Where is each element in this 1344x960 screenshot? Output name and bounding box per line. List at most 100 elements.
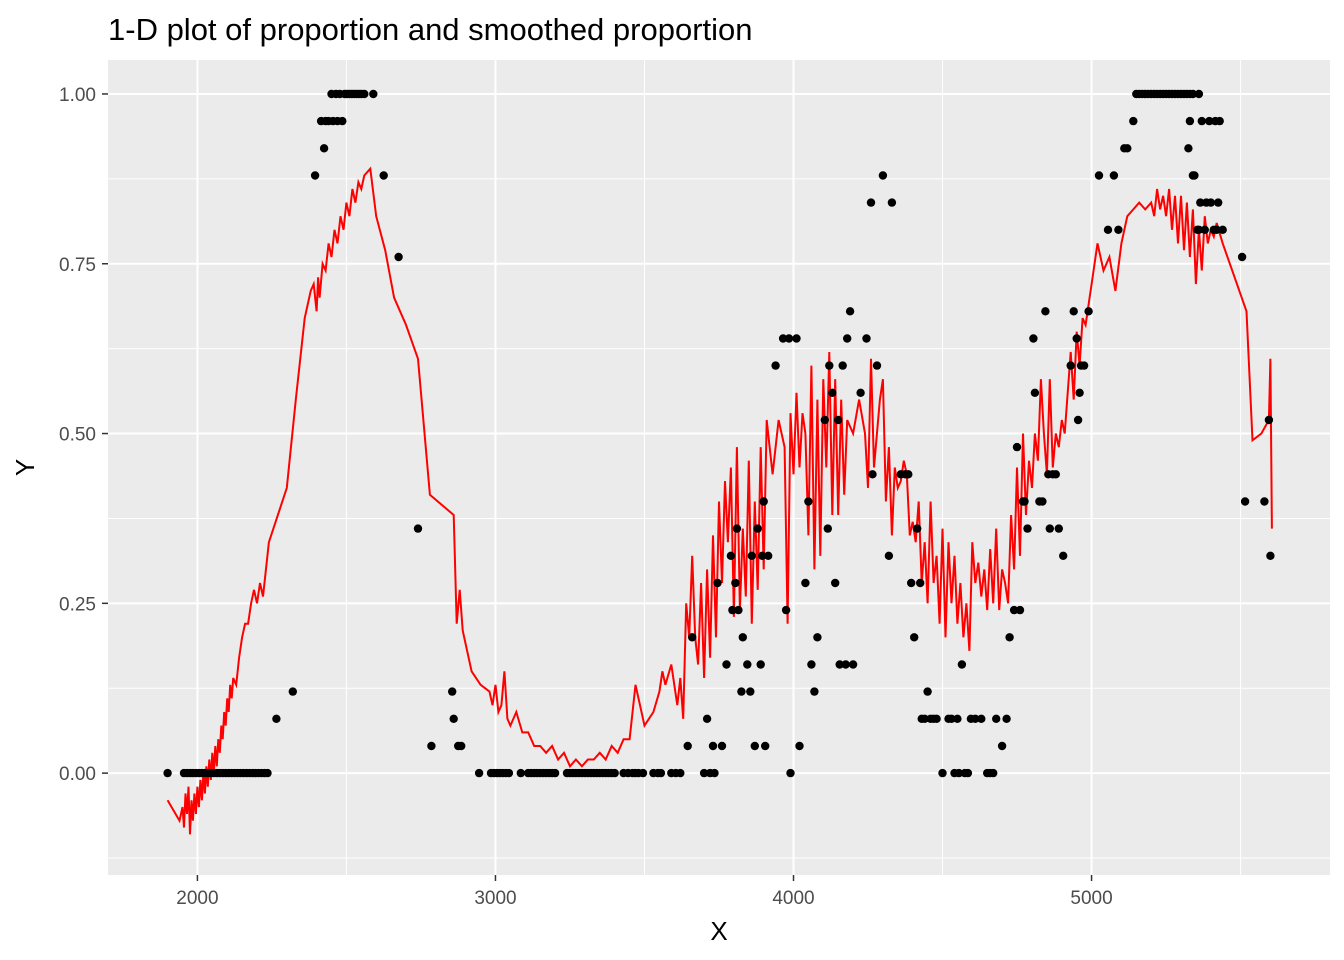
data-point [992, 714, 1001, 723]
data-point [743, 660, 752, 669]
data-point [807, 660, 816, 669]
data-point [610, 768, 619, 778]
data-point [848, 660, 858, 669]
data-point [394, 252, 403, 262]
data-point [758, 551, 767, 560]
data-point [1030, 388, 1040, 397]
data-point [841, 660, 850, 669]
data-point [1023, 524, 1032, 533]
data-point [810, 687, 819, 696]
data-point [656, 768, 666, 778]
x-tick-label: 4000 [772, 888, 814, 909]
data-point [989, 768, 998, 778]
data-point [708, 741, 718, 751]
plot-panel [108, 60, 1330, 875]
data-point [731, 578, 740, 588]
data-point [717, 741, 727, 751]
x-tick-label: 2000 [176, 888, 218, 909]
data-point [838, 361, 847, 370]
data-point [1190, 171, 1199, 180]
data-point [887, 198, 897, 207]
data-point [843, 334, 852, 343]
y-tick-label: 0.00 [59, 764, 96, 785]
data-point [795, 741, 804, 751]
data-point [1045, 524, 1055, 533]
y-tick-label: 1.00 [59, 85, 96, 106]
data-point [828, 388, 837, 397]
data-point [963, 768, 973, 778]
data-point [872, 361, 882, 370]
data-point [310, 171, 320, 180]
data-point [910, 633, 919, 642]
data-point [1009, 605, 1019, 615]
data-point [1188, 89, 1198, 99]
minor-gridlines [108, 60, 1330, 875]
data-point [1185, 116, 1195, 126]
data-point [835, 660, 844, 669]
data-point [916, 578, 925, 588]
data-point [856, 388, 865, 397]
y-tick-label: 0.25 [59, 594, 96, 615]
data-point [1084, 307, 1093, 316]
x-tick-label: 5000 [1070, 888, 1112, 909]
data-point [907, 578, 916, 588]
data-point [1194, 89, 1204, 99]
data-point [1214, 198, 1223, 207]
smoothed-proportion-line [166, 166, 1273, 835]
data-point [1012, 442, 1022, 452]
data-point [813, 633, 822, 642]
data-point [1059, 551, 1068, 560]
data-point [778, 334, 788, 343]
data-point [761, 741, 770, 751]
data-point [784, 334, 794, 343]
data-point [1109, 171, 1119, 180]
data-point [977, 714, 986, 723]
data-point [457, 741, 466, 751]
data-point [1094, 171, 1104, 180]
data-point [1123, 144, 1132, 153]
data-point [1041, 307, 1050, 316]
data-point [753, 524, 762, 533]
data-point [938, 768, 947, 778]
data-point [786, 768, 795, 778]
data-point [288, 687, 297, 696]
data-point [1051, 470, 1061, 479]
x-tick-label: 3000 [474, 888, 516, 909]
data-point [710, 768, 719, 778]
data-point [954, 768, 964, 778]
data-point [1205, 116, 1214, 126]
data-point [702, 714, 712, 723]
data-point [688, 633, 697, 642]
data-point [868, 470, 877, 479]
data-point [1260, 497, 1269, 506]
data-point [904, 470, 913, 479]
data-point [801, 578, 810, 588]
data-point [747, 551, 756, 560]
data-point [319, 144, 329, 153]
data-point [771, 361, 780, 370]
data-point [449, 714, 458, 723]
data-point [878, 171, 888, 180]
x-axis-title: X [710, 916, 727, 946]
data-point [823, 524, 832, 533]
data-point [756, 660, 765, 669]
data-point [764, 551, 773, 560]
data-point [997, 741, 1007, 751]
data-point [866, 198, 876, 207]
data-point [427, 741, 436, 751]
data-point [683, 741, 692, 751]
data-point [781, 605, 791, 615]
data-point [734, 605, 743, 615]
data-point [1005, 633, 1014, 642]
data-point [726, 551, 736, 560]
y-tick-label: 0.75 [59, 255, 96, 276]
data-point [369, 89, 378, 99]
data-point [923, 687, 932, 696]
data-point [1196, 198, 1205, 207]
data-point [1103, 225, 1113, 234]
y-tick-label: 0.50 [59, 425, 96, 446]
data-point [759, 497, 768, 506]
data-point [1129, 116, 1138, 126]
proportion-points [163, 89, 1275, 778]
